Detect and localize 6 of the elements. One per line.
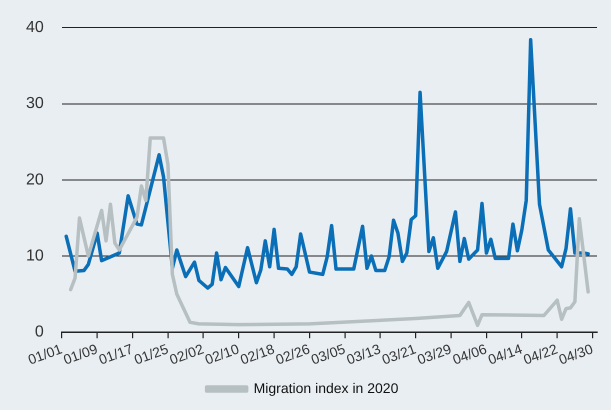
y-tick-label: 10 [26,247,44,264]
legend-label: Migration index in 2020 [254,380,399,396]
y-tick-label: 30 [26,95,44,112]
y-tick-label: 0 [34,324,44,341]
y-tick-label: 20 [26,171,44,188]
y-tick-label: 40 [26,19,44,36]
